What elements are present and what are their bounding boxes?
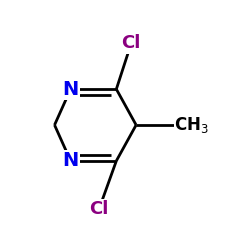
Text: N: N <box>62 80 79 99</box>
Text: Cl: Cl <box>89 200 109 218</box>
Text: CH$_3$: CH$_3$ <box>174 115 209 135</box>
Text: N: N <box>62 151 79 170</box>
Text: Cl: Cl <box>122 34 141 52</box>
